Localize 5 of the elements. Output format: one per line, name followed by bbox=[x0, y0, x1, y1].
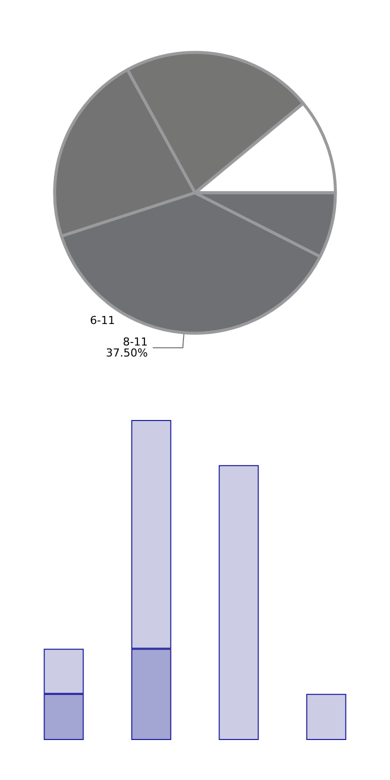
slice-label: 8-11 bbox=[122, 336, 148, 349]
data-label: 37.50% bbox=[106, 346, 148, 360]
text: 6-11 bbox=[90, 314, 115, 327]
bar bbox=[306, 694, 346, 740]
bar bbox=[218, 465, 259, 740]
